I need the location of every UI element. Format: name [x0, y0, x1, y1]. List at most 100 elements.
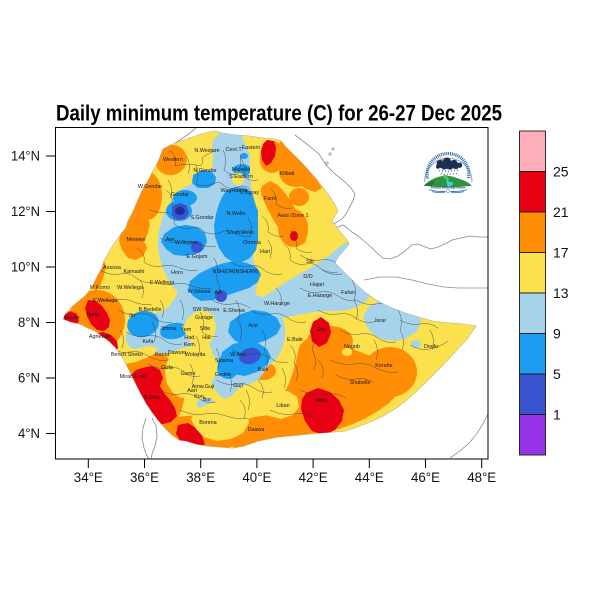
svg-text:Gofa: Gofa [161, 365, 173, 371]
svg-text:S.Gondar: S.Gondar [190, 215, 213, 221]
svg-text:25: 25 [553, 164, 569, 180]
svg-text:N.Wello: N.Wello [227, 211, 246, 217]
svg-text:Siti: Siti [306, 259, 314, 265]
svg-text:W.Gojam: W.Gojam [175, 240, 198, 246]
svg-text:Afder: Afder [316, 398, 329, 404]
svg-text:Kem.: Kem. [184, 342, 197, 348]
svg-text:Liban: Liban [276, 403, 289, 409]
svg-text:Kilbati: Kilbati [280, 171, 295, 177]
svg-text:NSH(AM): NSH(AM) [235, 269, 258, 275]
svg-text:Itang: Itang [87, 312, 99, 318]
svg-text:Silte: Silte [200, 326, 211, 332]
svg-text:S.Eastern: S.Eastern [229, 174, 253, 180]
svg-text:Yem: Yem [181, 327, 192, 333]
svg-text:Fanti: Fanti [264, 196, 276, 202]
svg-text:Shabelle: Shabelle [350, 380, 371, 386]
svg-text:Hajari: Hajari [310, 282, 324, 288]
svg-text:Daawa: Daawa [248, 427, 265, 433]
svg-text:S.Tigray: S.Tigray [239, 190, 259, 196]
svg-text:Metekel: Metekel [127, 237, 146, 243]
svg-text:9: 9 [553, 326, 561, 342]
svg-text:W.Gondar: W.Gondar [138, 184, 162, 190]
svg-text:Kamashi: Kamashi [124, 269, 145, 275]
svg-text:Assosa: Assosa [103, 265, 121, 271]
svg-text:Horo: Horo [171, 270, 183, 276]
svg-text:Mirab Omo: Mirab Omo [120, 374, 147, 380]
svg-text:34°E: 34°E [74, 469, 103, 485]
svg-text:38°E: 38°E [186, 469, 215, 485]
svg-text:E.Hararge: E.Hararge [308, 293, 333, 299]
svg-text:Western: Western [163, 157, 183, 163]
svg-text:E.Shewa: E.Shewa [223, 308, 245, 314]
svg-text:17: 17 [553, 245, 569, 261]
svg-text:D/D: D/D [303, 274, 312, 280]
svg-text:W.Arsi: W.Arsi [230, 352, 246, 358]
svg-text:21: 21 [553, 204, 569, 220]
svg-text:Eastern: Eastern [242, 145, 261, 151]
svg-text:E.Gojam: E.Gojam [187, 254, 208, 260]
svg-text:44°E: 44°E [355, 469, 384, 485]
svg-text:1: 1 [553, 407, 561, 423]
svg-text:8°N: 8°N [18, 314, 40, 330]
svg-text:12°N: 12°N [11, 203, 40, 219]
svg-text:Konta: Konta [155, 352, 169, 358]
svg-text:Daily minimum temperature (C): Daily minimum temperature (C) for 26-27 … [56, 101, 502, 126]
svg-text:5: 5 [553, 366, 561, 382]
svg-text:Mekelle: Mekelle [232, 167, 251, 173]
svg-text:46°E: 46°E [411, 469, 440, 485]
svg-text:Awi: Awi [166, 237, 175, 243]
svg-text:B.Bedelle: B.Bedelle [138, 307, 161, 313]
svg-text:Dawuro: Dawuro [168, 350, 187, 356]
svg-text:Sidama: Sidama [215, 358, 233, 364]
svg-text:Agnewak: Agnewak [89, 334, 111, 340]
svg-text:Arsi: Arsi [248, 323, 257, 329]
svg-text:Kefa: Kefa [142, 339, 153, 345]
svg-text:S.Omo: S.Omo [144, 395, 161, 401]
svg-text:E.Bale: E.Bale [287, 337, 303, 343]
svg-text:SouthWello: SouthWello [226, 230, 253, 236]
svg-text:Ethiopian Meteorology Institut: Ethiopian Meteorology Institute [431, 186, 466, 189]
svg-text:Erer: Erer [317, 327, 327, 333]
svg-text:Bale: Bale [258, 367, 269, 373]
svg-text:SW Shewa: SW Shewa [193, 307, 220, 313]
svg-text:40°E: 40°E [242, 469, 271, 485]
svg-text:Oromia: Oromia [243, 240, 261, 246]
svg-text:AA: AA [214, 290, 222, 296]
svg-text:Amw.Guji: Amw.Guji [192, 384, 215, 390]
svg-text:Ilu: Ilu [129, 313, 135, 319]
svg-text:W.Shewa: W.Shewa [188, 289, 211, 295]
svg-text:Bench Sheko: Bench Sheko [111, 352, 143, 358]
svg-text:NSH(OR): NSH(OR) [212, 269, 235, 275]
svg-text:Borena: Borena [199, 420, 216, 426]
svg-text:Cent.T.: Cent.T. [225, 147, 242, 153]
svg-text:Gedeo: Gedeo [215, 372, 231, 378]
svg-text:Jimma: Jimma [160, 326, 176, 332]
svg-text:6°N: 6°N [18, 370, 40, 386]
svg-text:E.Wellega: E.Wellega [150, 280, 174, 286]
svg-text:Hal.: Hal. [202, 335, 212, 341]
svg-text:Had.: Had. [184, 335, 195, 341]
svg-text:Guji: Guji [233, 383, 243, 389]
svg-text:WagHamra: WagHamra [220, 188, 247, 194]
svg-text:36°E: 36°E [130, 469, 159, 485]
svg-text:Wolayita: Wolayita [185, 352, 206, 358]
svg-text:N.Gondar: N.Gondar [193, 168, 217, 174]
svg-text:13: 13 [553, 285, 569, 301]
svg-text:K.Wellega: K.Wellega [93, 298, 117, 304]
svg-text:Bur: Bur [203, 397, 212, 403]
svg-text:Nuwer: Nuwer [64, 315, 80, 321]
svg-text:4°N: 4°N [18, 425, 40, 441]
svg-text:Korahe: Korahe [375, 363, 392, 369]
svg-text:Gamo: Gamo [181, 371, 196, 377]
svg-text:W.Wellega: W.Wellega [117, 285, 143, 291]
svg-text:Fafan: Fafan [341, 290, 355, 296]
svg-text:10°N: 10°N [11, 259, 40, 275]
svg-text:48°E: 48°E [467, 469, 496, 485]
svg-text:N.Western: N.Western [194, 148, 219, 154]
svg-text:W.Hararge: W.Hararge [264, 301, 290, 307]
svg-text:42°E: 42°E [299, 469, 328, 485]
svg-text:M.Komo: M.Komo [90, 285, 110, 291]
svg-text:Awsi /Zone 1: Awsi /Zone 1 [277, 213, 308, 219]
svg-text:Gondar: Gondar [171, 192, 189, 198]
svg-text:Hari: Hari [260, 249, 270, 255]
